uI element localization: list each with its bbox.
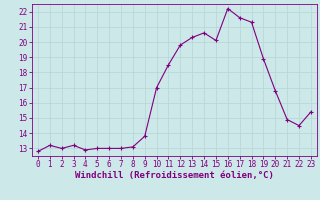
X-axis label: Windchill (Refroidissement éolien,°C): Windchill (Refroidissement éolien,°C) [75,171,274,180]
